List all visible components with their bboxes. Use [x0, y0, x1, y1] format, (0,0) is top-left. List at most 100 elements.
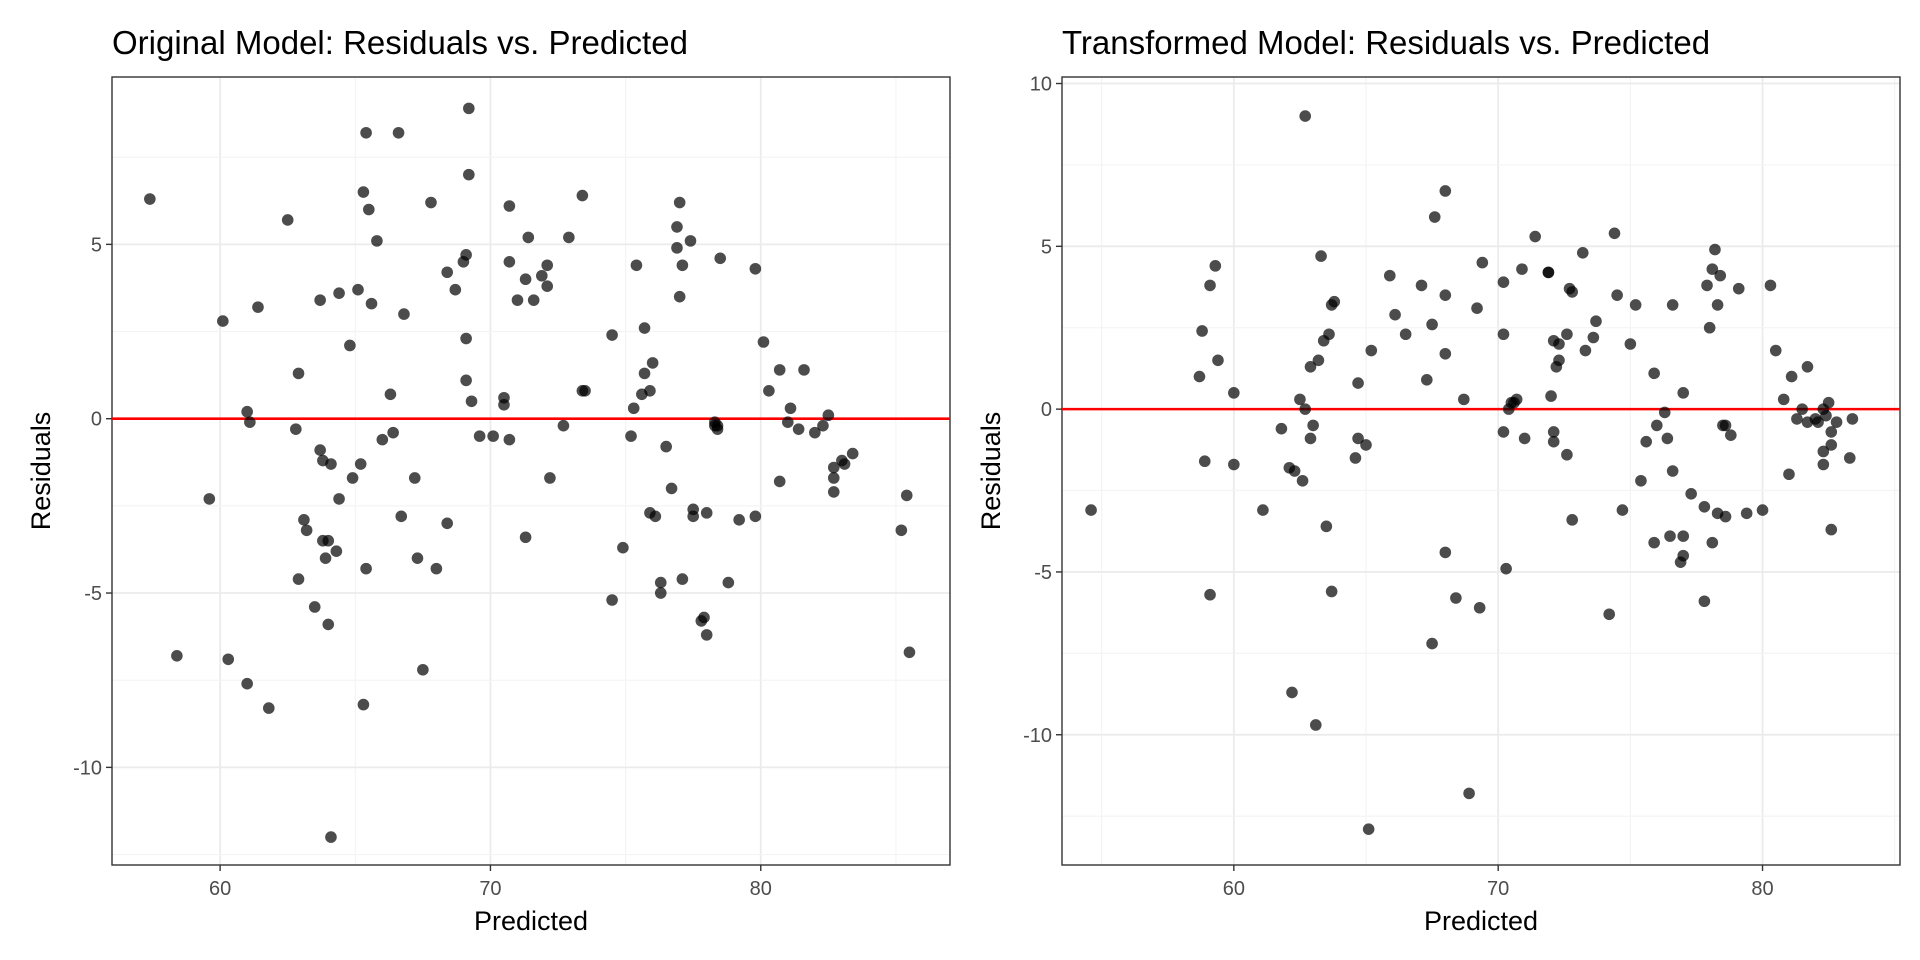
data-point	[676, 259, 689, 272]
data-point	[700, 507, 713, 519]
data-point	[1629, 299, 1642, 311]
plot-panel-border	[111, 76, 951, 866]
y-tick-label: 0	[91, 409, 102, 431]
data-point	[646, 357, 659, 369]
data-point	[809, 426, 821, 439]
data-point	[1701, 279, 1713, 292]
data-point	[638, 322, 651, 334]
data-point	[322, 618, 335, 631]
data-point	[1801, 361, 1814, 373]
data-point	[1756, 504, 1769, 516]
data-point	[576, 189, 589, 202]
data-point	[1399, 328, 1412, 341]
data-point	[1325, 585, 1338, 598]
data-point	[1677, 549, 1690, 562]
data-point	[1714, 269, 1727, 282]
gridlines	[112, 77, 950, 865]
data-point	[1664, 530, 1676, 542]
data-point	[281, 214, 294, 226]
data-point	[684, 235, 697, 247]
data-point	[144, 193, 156, 205]
data-point	[330, 545, 343, 557]
data-point	[1204, 279, 1216, 292]
data-point	[763, 385, 775, 397]
data-point	[1709, 243, 1721, 256]
data-point	[1463, 787, 1475, 800]
y-axis-label: Residuals	[976, 412, 1006, 531]
data-point	[1439, 347, 1452, 360]
data-point	[1085, 504, 1097, 516]
data-point	[630, 259, 643, 272]
data-point	[846, 447, 859, 460]
data-point	[579, 385, 591, 397]
data-point	[1228, 387, 1240, 399]
data-point	[673, 290, 686, 303]
data-point	[900, 489, 913, 502]
data-point	[1500, 562, 1512, 575]
data-point	[1822, 396, 1835, 409]
data-point	[1497, 328, 1510, 341]
data-points	[1085, 110, 1859, 835]
data-point	[449, 283, 462, 296]
data-point	[1518, 432, 1531, 445]
data-point	[1666, 465, 1679, 477]
data-point	[473, 430, 486, 442]
data-point	[654, 587, 667, 599]
data-point	[1706, 263, 1719, 275]
data-point	[722, 576, 735, 589]
data-point	[1650, 419, 1663, 432]
data-point	[1288, 465, 1301, 477]
data-point	[1666, 299, 1679, 311]
data-point	[1510, 393, 1523, 406]
data-point	[544, 472, 556, 484]
data-point	[649, 510, 662, 523]
data-point	[1196, 325, 1208, 337]
x-tick-label: 70	[479, 878, 501, 900]
data-point	[1561, 328, 1573, 341]
data-point	[1825, 523, 1838, 536]
data-point	[782, 416, 794, 428]
data-point	[1603, 608, 1616, 621]
data-point	[711, 419, 724, 432]
data-point	[1677, 530, 1690, 542]
data-point	[1476, 256, 1489, 269]
data-point	[1576, 247, 1589, 259]
data-point	[522, 231, 535, 244]
data-point	[1719, 510, 1732, 523]
data-point	[1204, 588, 1216, 601]
data-point	[563, 231, 575, 244]
data-point	[395, 510, 408, 523]
data-point	[1561, 448, 1573, 461]
data-point	[1611, 289, 1623, 301]
data-point	[1830, 416, 1843, 428]
data-point	[1209, 260, 1222, 272]
data-point	[1542, 266, 1555, 279]
chart-title: Original Model: Residuals vs. Predicted	[112, 24, 688, 61]
data-point	[1846, 413, 1859, 425]
data-point	[798, 364, 810, 376]
data-point	[298, 514, 310, 526]
data-point	[1703, 321, 1716, 334]
data-point	[536, 269, 548, 282]
x-tick-label: 80	[1751, 878, 1773, 900]
y-tick-label: 5	[91, 234, 102, 256]
data-point	[503, 255, 516, 268]
data-point	[244, 416, 256, 428]
data-point	[827, 461, 840, 474]
data-point	[1547, 435, 1560, 448]
data-point	[1428, 211, 1441, 223]
data-point	[1497, 276, 1510, 288]
data-point	[1791, 413, 1803, 425]
data-point	[314, 294, 326, 306]
y-tick-label: 0	[1041, 399, 1052, 421]
data-point	[1320, 520, 1333, 533]
data-point	[1545, 390, 1557, 402]
data-point	[1553, 338, 1565, 350]
data-point	[1725, 429, 1737, 441]
data-point	[1547, 426, 1560, 438]
data-point	[617, 541, 629, 554]
data-point	[1648, 367, 1660, 380]
data-point	[384, 388, 397, 401]
data-point	[1275, 422, 1288, 435]
data-point	[460, 332, 472, 345]
